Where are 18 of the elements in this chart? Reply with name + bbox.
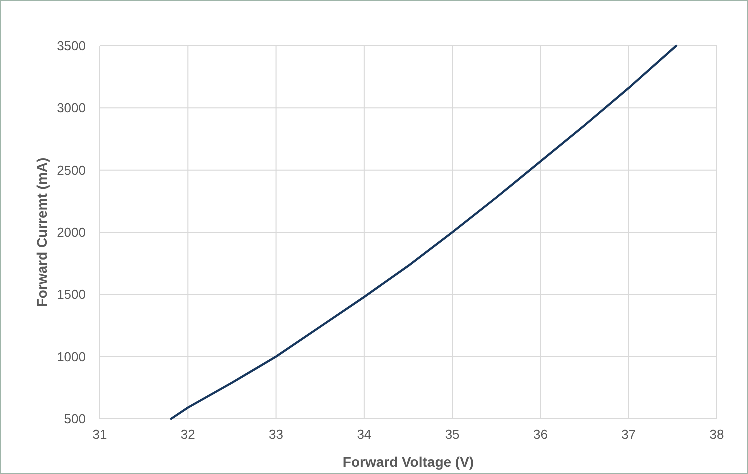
x-tick-label: 33: [269, 427, 284, 442]
y-tick-label: 1500: [57, 287, 86, 302]
y-tick-label: 3500: [57, 38, 86, 54]
x-axis-title: Forward Voltage (V): [342, 454, 474, 470]
x-tick-label: 34: [357, 427, 372, 442]
x-tick-label: 31: [92, 427, 108, 442]
x-tick-label: 38: [710, 427, 724, 442]
x-tick-label: 37: [622, 427, 636, 442]
x-tick-label: 32: [180, 427, 196, 442]
y-tick-label: 1000: [57, 349, 86, 364]
x-tick-label: 36: [533, 427, 548, 442]
x-tick-label: 35: [445, 427, 460, 442]
y-axis-title: Forward Curremt (mA): [34, 158, 50, 308]
line-series: [170, 44, 678, 420]
y-tick-label: 2000: [57, 225, 86, 240]
y-tick-label: 3000: [57, 100, 86, 116]
y-tick-label: 500: [64, 412, 86, 427]
y-tick-label: 2500: [57, 162, 86, 178]
